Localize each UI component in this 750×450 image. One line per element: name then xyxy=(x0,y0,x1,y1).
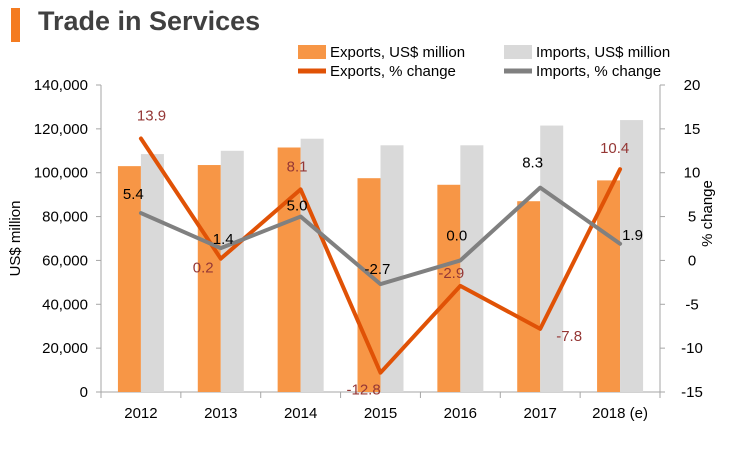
left-tick-label: 140,000 xyxy=(34,77,88,94)
imports-bar xyxy=(460,145,484,392)
right-tick-label: 5 xyxy=(688,209,696,226)
imports-bar xyxy=(140,154,164,392)
legend-label: Exports, US$ million xyxy=(330,44,465,61)
exports-change-line xyxy=(138,136,623,375)
x-tick-label: 2018 (e) xyxy=(592,405,648,422)
x-tick-label: 2012 xyxy=(124,405,157,422)
imports-bar xyxy=(540,125,564,392)
imports-change-data-label: -2.7 xyxy=(365,261,391,278)
right-tick-label: 15 xyxy=(684,121,701,138)
x-tick-label: 2017 xyxy=(524,405,557,422)
imports-change-data-label: 5.4 xyxy=(123,186,144,203)
left-tick-label: 40,000 xyxy=(42,296,88,313)
imports-change-line xyxy=(138,185,623,287)
imports-bar xyxy=(300,138,324,392)
exports-change-data-label: -7.8 xyxy=(556,328,582,345)
left-tick-label: 20,000 xyxy=(42,340,88,357)
left-tick-label: 120,000 xyxy=(34,121,88,138)
imports-change-data-label: 0.0 xyxy=(446,227,467,244)
x-tick-label: 2015 xyxy=(364,405,397,422)
legend-label: Imports, US$ million xyxy=(536,44,670,61)
right-tick-label: 10 xyxy=(684,165,701,182)
exports-change-data-label: 8.1 xyxy=(287,158,308,175)
right-axis-title: % change xyxy=(699,180,716,247)
exports-change-data-label: 13.9 xyxy=(137,108,166,125)
title-accent-bar xyxy=(11,8,20,42)
x-tick-label: 2014 xyxy=(284,405,317,422)
legend-label: Imports, % change xyxy=(536,63,661,80)
exports-change-data-label: -2.9 xyxy=(438,265,464,282)
exports-bar xyxy=(117,166,141,392)
right-tick-label: 0 xyxy=(688,252,696,269)
exports-change-data-label: 0.2 xyxy=(193,260,214,277)
x-tick-label: 2013 xyxy=(204,405,237,422)
exports-bar xyxy=(197,165,221,392)
right-tick-label: -5 xyxy=(685,296,698,313)
exports-change-data-label: -12.8 xyxy=(347,382,381,399)
legend-swatch xyxy=(298,45,326,59)
right-tick-label: 20 xyxy=(684,77,701,94)
left-tick-label: 100,000 xyxy=(34,165,88,182)
exports-bar xyxy=(517,201,541,392)
imports-bar xyxy=(220,150,244,392)
left-tick-label: 80,000 xyxy=(42,209,88,226)
exports-bar xyxy=(437,184,461,392)
imports-bar xyxy=(620,120,644,392)
left-tick-label: 60,000 xyxy=(42,252,88,269)
right-tick-label: -15 xyxy=(681,384,703,401)
exports-change-data-label: 10.4 xyxy=(600,140,629,157)
legend-label: Exports, % change xyxy=(330,63,456,80)
imports-change-data-label: 5.0 xyxy=(287,198,308,215)
chart-title: Trade in Services xyxy=(38,6,261,36)
right-tick-label: -10 xyxy=(681,340,703,357)
imports-change-data-label: 1.4 xyxy=(213,231,234,248)
left-tick-label: 0 xyxy=(80,384,88,401)
imports-change-data-label: 1.9 xyxy=(622,227,643,244)
imports-bar xyxy=(380,145,404,392)
x-tick-label: 2016 xyxy=(444,405,477,422)
imports-change-data-label: 8.3 xyxy=(522,155,543,172)
exports-bar xyxy=(357,178,381,392)
exports-bar xyxy=(277,147,301,392)
left-axis-title: US$ million xyxy=(7,201,24,277)
legend-swatch xyxy=(504,45,532,59)
